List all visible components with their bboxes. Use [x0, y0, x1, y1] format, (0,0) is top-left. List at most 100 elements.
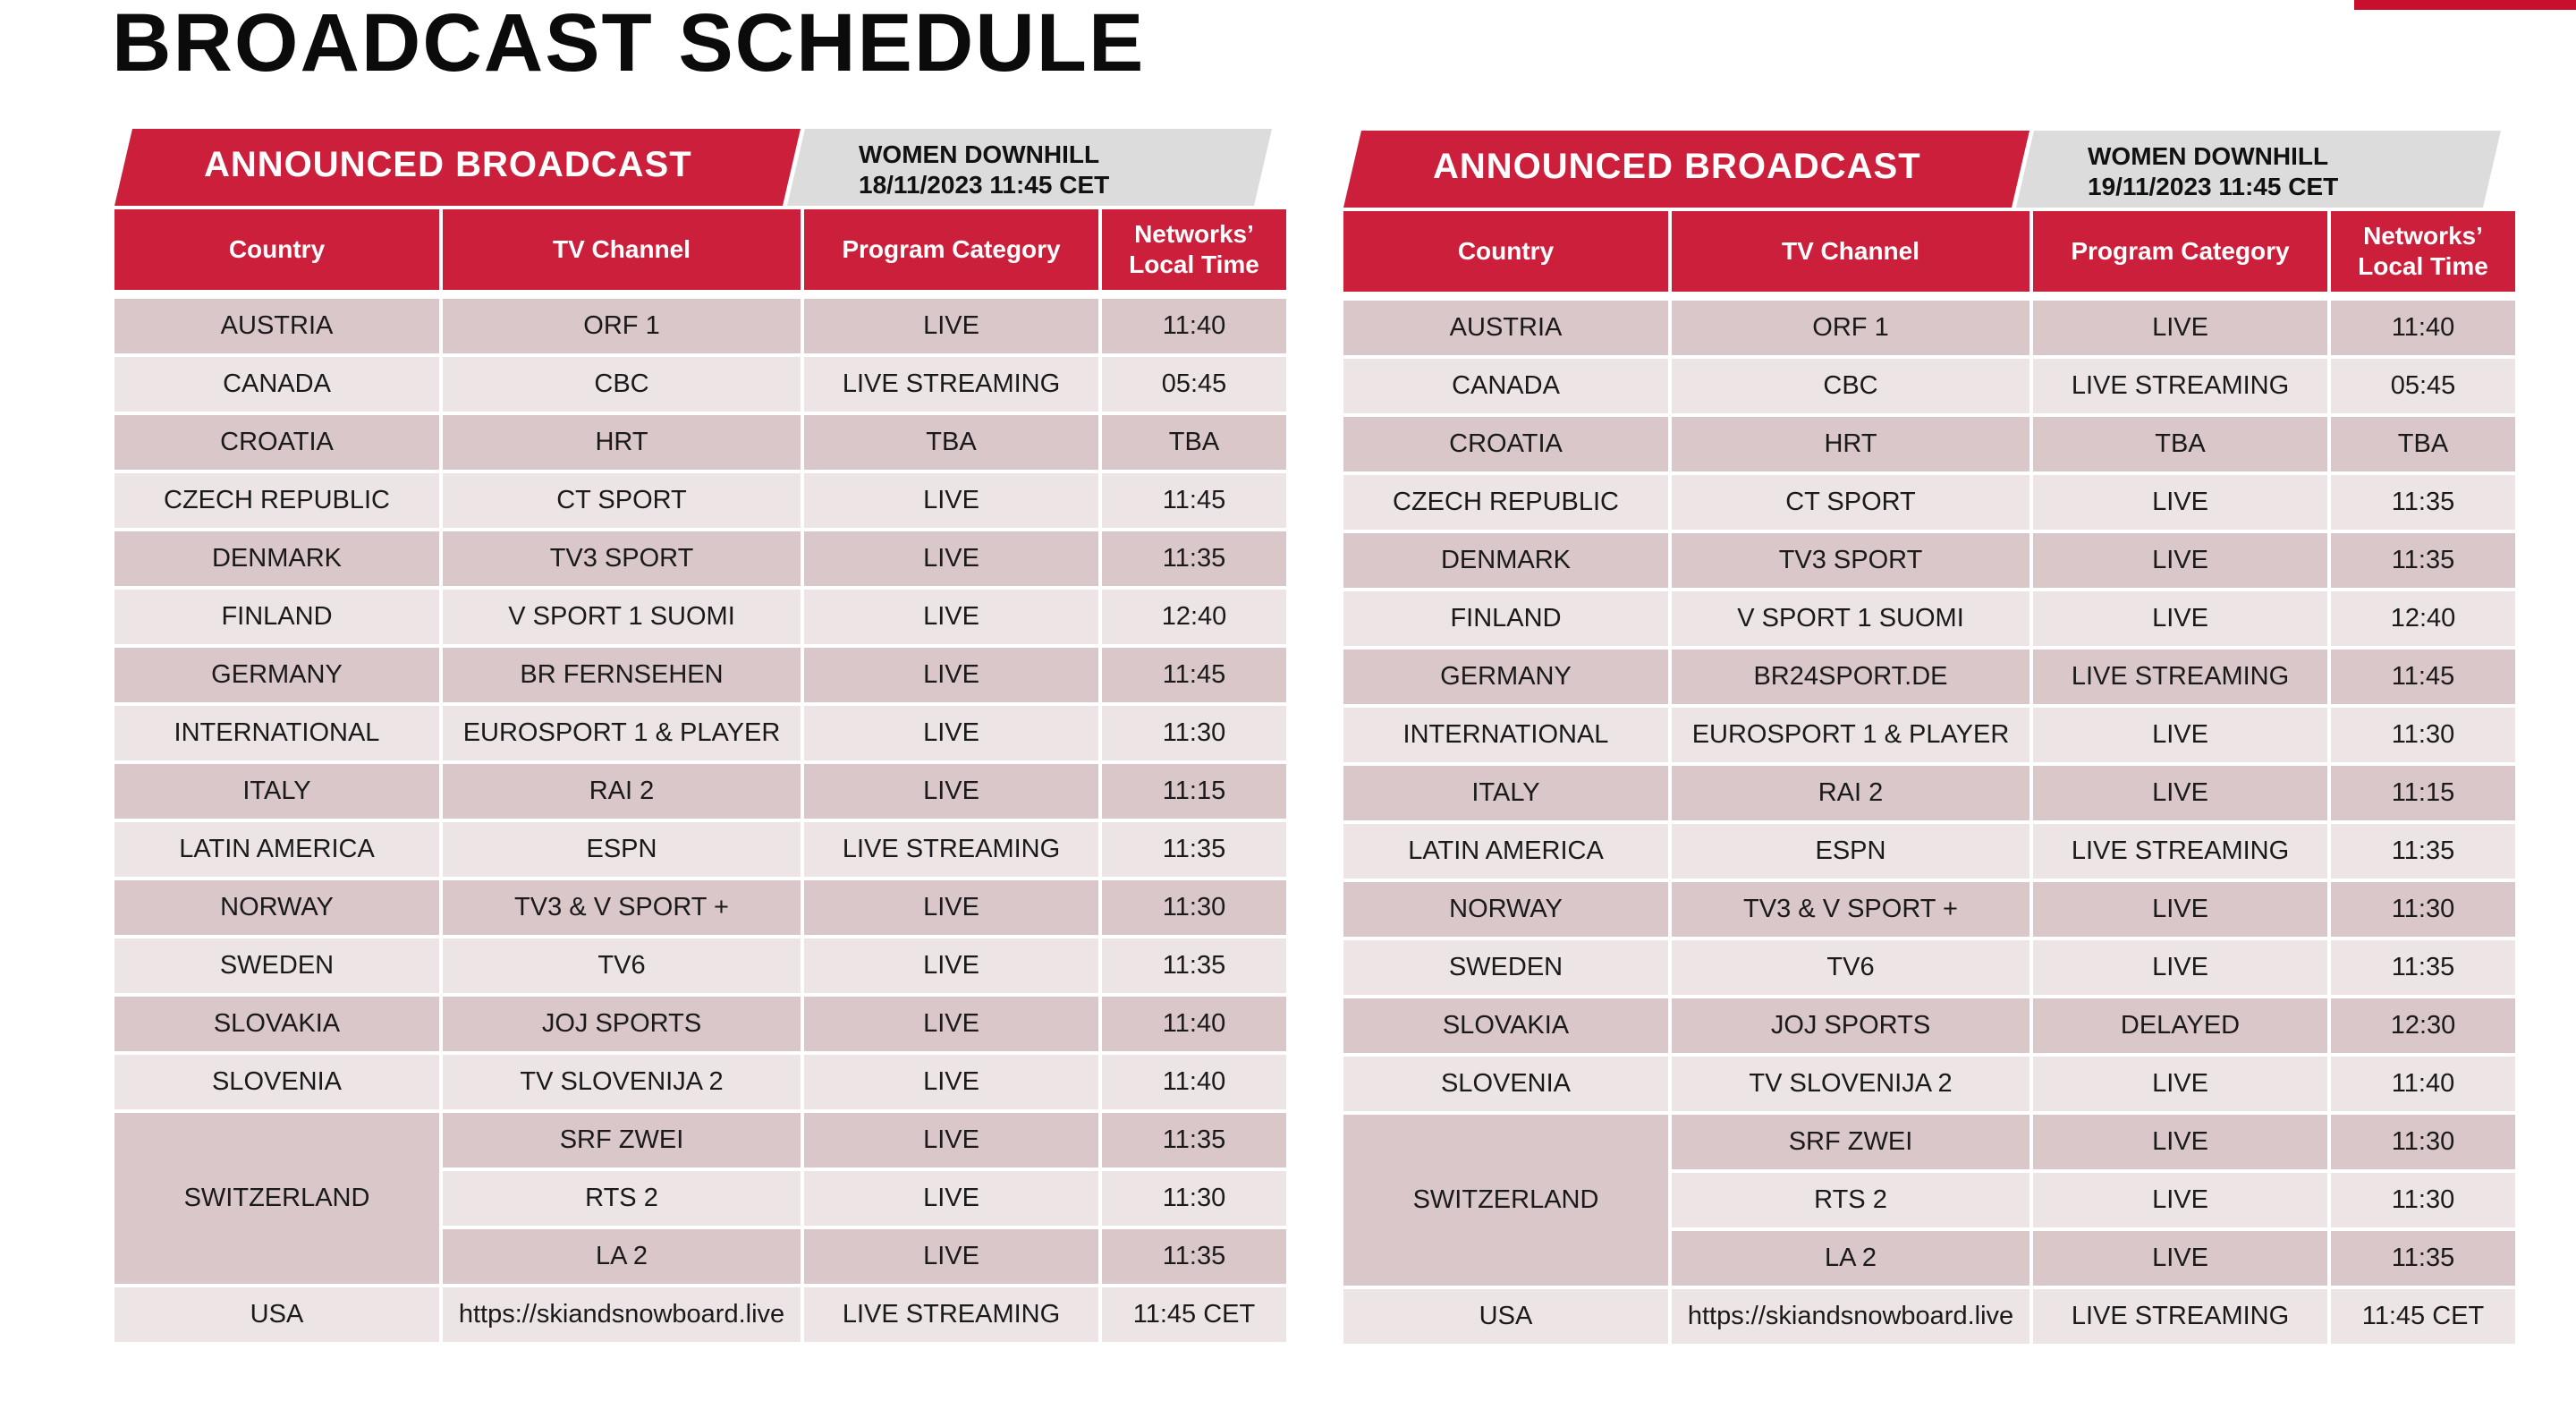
country-cell: GERMANY	[114, 648, 439, 702]
time-cell: 12:40	[1102, 590, 1286, 644]
column-header-channel: TV Channel	[1672, 211, 2029, 292]
time-cell: 11:35	[2331, 940, 2515, 995]
channel-cell: LA 2	[1672, 1231, 2029, 1286]
channel-cell: HRT	[1672, 417, 2029, 471]
table-row: LATIN AMERICA ESPN LIVE STREAMING 11:35	[114, 822, 1286, 877]
category-cell: LIVE STREAMING	[2033, 359, 2327, 413]
table-row: RTS 2 LIVE 11:30	[114, 1171, 1286, 1226]
channel-cell: TV3 & V SPORT +	[443, 880, 801, 935]
time-cell: TBA	[1102, 415, 1286, 470]
table-row: CROATIA HRT TBA TBA	[1343, 417, 2515, 471]
time-cell: 12:30	[2331, 998, 2515, 1053]
category-cell: DELAYED	[2033, 998, 2327, 1053]
panel-header-band: ANNOUNCED BROADCAST WOMEN DOWNHILL 19/11…	[1343, 131, 2519, 208]
time-cell: 11:30	[1102, 1171, 1286, 1226]
event-name: WOMEN DOWNHILL	[859, 140, 1100, 168]
column-header-category: Program Category	[804, 209, 1098, 290]
country-cell: CANADA	[114, 357, 439, 412]
channel-cell: BR FERNSEHEN	[443, 648, 801, 702]
channel-cell: CBC	[1672, 359, 2029, 413]
channel-cell: V SPORT 1 SUOMI	[1672, 591, 2029, 646]
time-cell: 11:45 CET	[1102, 1287, 1286, 1342]
channel-cell: RTS 2	[443, 1171, 801, 1226]
category-cell: LIVE	[2033, 1115, 2327, 1169]
table-row: GERMANY BR24SPORT.DE LIVE STREAMING 11:45	[1343, 650, 2515, 704]
time-cell: 11:15	[1102, 764, 1286, 819]
column-header-category: Program Category	[2033, 211, 2327, 292]
country-cell: LATIN AMERICA	[114, 822, 439, 877]
category-cell: LIVE	[804, 880, 1098, 935]
country-cell: LATIN AMERICA	[1343, 824, 1668, 879]
category-cell: LIVE	[2033, 1231, 2327, 1286]
event-info: WOMEN DOWNHILL 18/11/2023 11:45 CET	[859, 140, 1109, 200]
table-row: USA https://skiandsnowboard.live LIVE STRE…	[114, 1287, 1286, 1342]
category-cell: LIVE	[804, 590, 1098, 644]
country-cell: ITALY	[1343, 766, 1668, 820]
category-cell: LIVE	[804, 1113, 1098, 1168]
table-row: AUSTRIA ORF 1 LIVE 11:40	[1343, 301, 2515, 355]
channel-cell: https://skiandsnowboard.live	[1672, 1289, 2029, 1344]
country-cell: NORWAY	[1343, 882, 1668, 937]
channel-cell: RAI 2	[1672, 766, 2029, 820]
time-cell: 11:30	[2331, 1115, 2515, 1169]
table-row: NORWAY TV3 & V SPORT + LIVE 11:30	[114, 880, 1286, 935]
time-cell: 12:40	[2331, 591, 2515, 646]
table-row: NORWAY TV3 & V SPORT + LIVE 11:30	[1343, 882, 2515, 937]
table-row: SWEDEN TV6 LIVE 11:35	[1343, 940, 2515, 995]
country-cell: SWITZERLAND	[1343, 1115, 1668, 1286]
country-cell: SLOVAKIA	[114, 997, 439, 1051]
channel-cell: V SPORT 1 SUOMI	[443, 590, 801, 644]
country-cell: SLOVENIA	[114, 1055, 439, 1109]
table-row: SLOVENIA TV SLOVENIJA 2 LIVE 11:40	[1343, 1057, 2515, 1111]
announced-banner	[1343, 131, 2029, 208]
event-name: WOMEN DOWNHILL	[2088, 142, 2329, 170]
column-header-country: Country	[114, 209, 439, 290]
table-row: SWEDEN TV6 LIVE 11:35	[114, 938, 1286, 993]
category-cell: LIVE	[2033, 591, 2327, 646]
table-row: USA https://skiandsnowboard.live LIVE STRE…	[1343, 1289, 2515, 1344]
table-row: CROATIA HRT TBA TBA	[114, 415, 1286, 470]
channel-cell: ORF 1	[443, 299, 801, 353]
table-row: SLOVENIA TV SLOVENIJA 2 LIVE 11:40	[114, 1055, 1286, 1109]
schedule-panel-18-nov: ANNOUNCED BROADCAST WOMEN DOWNHILL 18/11…	[114, 129, 1290, 1346]
category-cell: LIVE	[2033, 533, 2327, 588]
country-cell: INTERNATIONAL	[1343, 708, 1668, 762]
table-row: SWITZERLAND SRF ZWEI LIVE 11:30	[1343, 1115, 2515, 1286]
channel-cell: HRT	[443, 415, 801, 470]
category-cell: LIVE	[804, 531, 1098, 586]
category-cell: LIVE	[804, 1055, 1098, 1109]
time-cell: 11:30	[1102, 706, 1286, 760]
table-row: SLOVAKIA JOJ SPORTS LIVE 11:40	[114, 997, 1286, 1051]
table-row: FINLAND V SPORT 1 SUOMI LIVE 12:40	[1343, 591, 2515, 646]
table-row: LATIN AMERICA ESPN LIVE STREAMING 11:35	[1343, 824, 2515, 879]
table-row: CZECH REPUBLIC CT SPORT LIVE 11:45	[114, 473, 1286, 528]
time-cell: 11:40	[1102, 1055, 1286, 1109]
time-cell: 11:35	[1102, 938, 1286, 993]
category-cell: LIVE	[804, 764, 1098, 819]
event-banner	[2016, 131, 2501, 208]
table-row: AUSTRIA ORF 1 LIVE 11:40	[114, 299, 1286, 353]
country-cell: CANADA	[1343, 359, 1668, 413]
column-header-local-time-line2: Local Time	[2358, 252, 2488, 280]
country-cell: SLOVAKIA	[1343, 998, 1668, 1053]
channel-cell: TV3 SPORT	[443, 531, 801, 586]
channel-cell: RTS 2	[1672, 1173, 2029, 1227]
table-row: FINLAND V SPORT 1 SUOMI LIVE 12:40	[114, 590, 1286, 644]
table-row: INTERNATIONAL EUROSPORT 1 & PLAYER LIVE 11:…	[1343, 708, 2515, 762]
channel-cell: TV6	[1672, 940, 2029, 995]
time-cell: 11:30	[2331, 882, 2515, 937]
country-cell: SWEDEN	[1343, 940, 1668, 995]
channel-cell: TV SLOVENIJA 2	[1672, 1057, 2029, 1111]
announced-banner	[114, 129, 801, 206]
column-header-local-time-line1: Networks’	[1134, 220, 1254, 248]
channel-cell: CT SPORT	[1672, 475, 2029, 530]
column-header-local-time-line2: Local Time	[1129, 250, 1259, 278]
corner-accent-bar	[2354, 0, 2576, 10]
announced-broadcast-label: ANNOUNCED BROADCAST	[1433, 147, 1921, 186]
category-cell: LIVE STREAMING	[2033, 650, 2327, 704]
table-row: ITALY RAI 2 LIVE 11:15	[114, 764, 1286, 819]
time-cell: 11:45	[1102, 648, 1286, 702]
panel-header-band: ANNOUNCED BROADCAST WOMEN DOWNHILL 18/11…	[114, 129, 1290, 206]
schedule-panel-19-nov: ANNOUNCED BROADCAST WOMEN DOWNHILL 19/11…	[1343, 131, 2519, 1347]
channel-cell: LA 2	[443, 1229, 801, 1284]
